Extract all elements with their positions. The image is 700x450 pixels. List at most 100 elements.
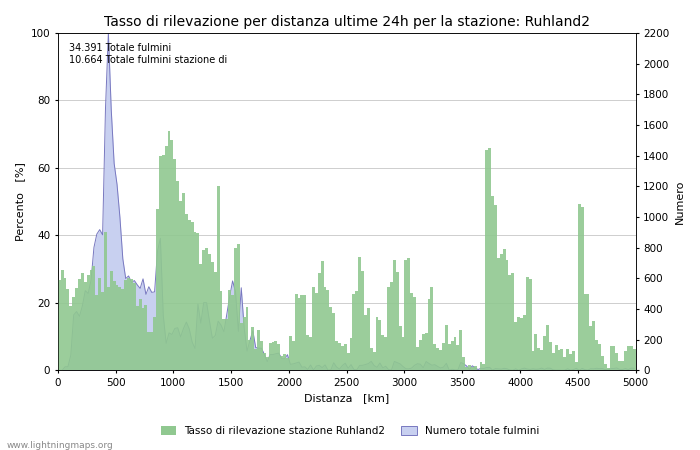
Bar [500,254,503,370]
Bar [306,335,309,370]
Bar [399,326,402,370]
Bar [454,337,456,370]
Bar [78,279,81,370]
Bar [587,294,589,370]
Bar [428,299,430,370]
Bar [471,367,474,370]
Bar [332,313,335,370]
Bar [104,232,107,370]
Bar [58,279,61,370]
Text: www.lightningmaps.org: www.lightningmaps.org [7,441,113,450]
Bar [358,257,361,370]
Bar [474,366,477,370]
Bar [246,307,248,370]
Title: Tasso di rilevazione per distanza ultime 24h per la stazione: Ruhland2: Tasso di rilevazione per distanza ultime… [104,15,589,29]
Bar [220,291,223,370]
Bar [448,344,451,370]
Bar [116,285,118,370]
Bar [598,344,601,370]
Bar [197,233,199,370]
Bar [295,294,298,370]
Bar [283,354,286,370]
Bar [612,346,615,370]
Bar [445,325,448,370]
Bar [150,332,153,370]
Bar [561,349,564,370]
Bar [121,289,125,370]
Bar [118,287,121,370]
Bar [349,338,353,370]
Bar [162,155,164,370]
Bar [505,260,508,370]
Bar [393,260,395,370]
Bar [237,244,240,370]
Bar [130,279,133,370]
Bar [451,341,454,370]
Bar [405,260,407,370]
Y-axis label: Percento   [%]: Percento [%] [15,162,25,241]
Bar [223,319,225,370]
Bar [382,335,384,370]
Bar [419,341,422,370]
Bar [144,306,148,370]
Bar [566,349,569,370]
Bar [323,287,326,370]
Bar [621,361,624,370]
Bar [465,367,468,370]
Bar [133,283,136,370]
Bar [361,271,364,370]
Bar [318,274,321,370]
Bar [595,340,598,370]
Bar [554,345,558,370]
Bar [98,278,101,370]
Bar [330,307,332,370]
Bar [552,353,554,370]
Bar [564,357,566,370]
Bar [190,222,194,370]
Bar [376,317,379,370]
Bar [633,349,636,370]
Bar [75,288,78,370]
Bar [315,293,318,370]
Bar [344,344,346,370]
Bar [526,277,528,370]
Bar [326,290,330,370]
Bar [153,317,156,370]
Bar [395,272,399,370]
Bar [341,346,344,370]
Bar [402,337,405,370]
Bar [110,271,113,370]
Bar [422,334,425,370]
Bar [607,368,610,370]
Bar [514,323,517,370]
Bar [601,356,604,370]
Bar [407,258,410,370]
Bar [92,266,95,370]
Bar [84,282,87,370]
Bar [589,326,592,370]
Bar [531,351,535,370]
Bar [491,196,494,370]
Bar [615,353,618,370]
Bar [300,295,303,370]
Bar [139,299,141,370]
Bar [164,146,167,370]
Bar [488,148,491,370]
Bar [584,294,587,370]
Bar [627,346,630,370]
Bar [543,336,546,370]
Bar [511,273,514,370]
Bar [624,351,627,370]
Bar [520,318,523,370]
Bar [572,351,575,370]
Bar [61,270,64,370]
Bar [312,288,315,370]
Text: 34.391 Totale fulmini
10.664 Totale fulmini stazione di: 34.391 Totale fulmini 10.664 Totale fulm… [69,43,228,65]
Bar [558,350,561,370]
Bar [528,279,531,370]
Bar [494,205,497,370]
Bar [185,214,188,370]
Bar [263,353,266,370]
Bar [425,333,428,370]
Bar [503,249,505,370]
